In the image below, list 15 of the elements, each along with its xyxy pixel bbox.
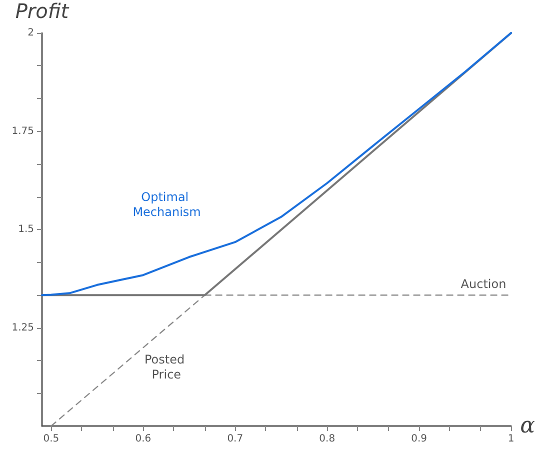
y-tick-label: 1.75: [12, 126, 34, 137]
y-tick-label: 1.25: [12, 322, 34, 334]
x-tick-label: 0.5: [43, 434, 60, 444]
series-label: Auction: [460, 277, 506, 292]
y-axis-title: Profit: [15, 0, 70, 23]
x-tick-label: 0.9: [411, 434, 428, 444]
y-tick-label: 1.5: [18, 224, 34, 235]
x-tick-label: 0.8: [319, 434, 336, 444]
x-tick-label: 1: [508, 434, 514, 444]
series-label: Posted Price: [144, 352, 188, 382]
text: Optimal Mechanism: [132, 190, 201, 220]
x-axis-title: α: [520, 414, 536, 438]
x-tick-label: 0.7: [227, 434, 244, 444]
x-tick-label: 0.6: [135, 434, 152, 444]
y-tick-label: 2: [28, 28, 34, 38]
